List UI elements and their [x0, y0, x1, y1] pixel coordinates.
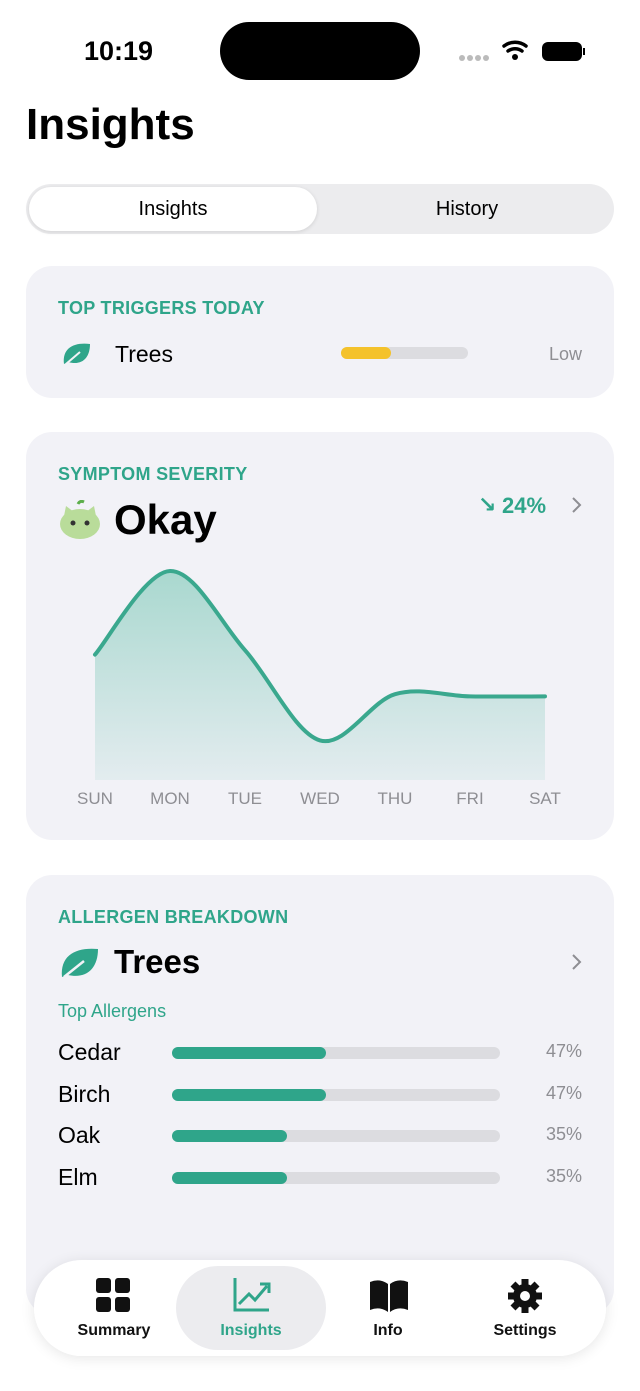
allergen-track	[172, 1047, 500, 1059]
allergen-bar	[172, 1088, 327, 1101]
page-title: Insights	[26, 100, 195, 149]
tab-icon	[508, 1279, 542, 1313]
tab[interactable]: Insights	[181, 1260, 321, 1356]
leaf-icon	[61, 948, 98, 978]
allergen-name: Oak	[58, 1122, 101, 1148]
tab-label: Settings	[493, 1322, 557, 1339]
segment-label[interactable]: History	[435, 198, 499, 220]
status-icons	[459, 40, 585, 61]
day-label: SUN	[77, 789, 113, 808]
allergen-track	[172, 1130, 500, 1142]
tab-icon	[233, 1278, 271, 1312]
tab-label: Info	[373, 1322, 403, 1339]
chevron[interactable]	[570, 953, 584, 971]
severity-area	[95, 570, 545, 780]
day-label: WED	[300, 789, 340, 808]
leaf-icon	[63, 343, 90, 365]
segment-selected[interactable]	[29, 187, 317, 231]
chevron[interactable]	[570, 496, 584, 514]
card-title: TOP TRIGGERS TODAY	[58, 298, 265, 318]
allergen-track	[172, 1088, 500, 1101]
day-label: FRI	[456, 789, 483, 808]
mascot-icon	[60, 500, 100, 539]
subtitle: Top Allergens	[58, 1001, 167, 1021]
dynamic-island	[220, 22, 420, 80]
allergen-percent: 47%	[545, 1082, 582, 1103]
allergen-percent: 47%	[545, 1041, 582, 1061]
day-label: SAT	[529, 789, 561, 808]
day-label: MON	[150, 789, 190, 808]
allergen-bar	[172, 1171, 287, 1184]
day-label: TUE	[228, 789, 262, 808]
trend-arrow: ↘	[478, 492, 497, 517]
severity-change: 24%	[502, 493, 547, 518]
tab-bar: Summary Insights Info Settings	[34, 1260, 606, 1356]
allergen-percent: 35%	[545, 1165, 582, 1186]
allergen-name: Birch	[58, 1080, 111, 1107]
severity-line	[93, 568, 547, 744]
tab[interactable]: Summary	[44, 1260, 184, 1356]
tab[interactable]: Info	[318, 1260, 458, 1356]
allergen-name: Cedar	[58, 1039, 121, 1065]
day-label: THU	[378, 789, 413, 808]
category-name: Trees	[114, 943, 201, 980]
allergen-track	[172, 1171, 500, 1184]
allergen-name: Elm	[58, 1163, 98, 1190]
tab-label: Summary	[77, 1322, 151, 1339]
tab-icon	[96, 1278, 130, 1312]
triggers-card: TOP TRIGGERS TODAY Trees Low	[26, 266, 614, 398]
trigger-track	[341, 347, 468, 359]
severity-card[interactable]: SYMPTOM SEVERITY Okay ↘ 24% SUN MON TUE WED…	[26, 432, 614, 840]
tab-icon	[370, 1280, 408, 1312]
trigger-level: Low	[548, 344, 582, 364]
card-title: SYMPTOM SEVERITY	[58, 464, 248, 484]
segment-label[interactable]: Insights	[138, 198, 208, 220]
allergen-bar	[172, 1130, 287, 1142]
card-title: ALLERGEN BREAKDOWN	[58, 907, 289, 927]
tab-selected-bg	[176, 1266, 326, 1350]
segmented-control: Insights History	[26, 184, 614, 234]
tab[interactable]: Settings	[455, 1260, 595, 1356]
trigger-name: Trees	[115, 341, 173, 367]
status-time: 10:19	[84, 36, 154, 66]
tab-label: Insights	[220, 1322, 282, 1339]
allergen-percent: 35%	[545, 1124, 582, 1144]
severity-chart: SUN MON TUE WED THU FRI SAT	[77, 568, 561, 808]
breakdown-card[interactable]: ALLERGEN BREAKDOWN Trees Top Allergens C…	[26, 875, 614, 1315]
allergen-bar	[172, 1047, 327, 1059]
trigger-level-bar	[341, 347, 391, 359]
severity-status: Okay	[114, 496, 217, 543]
